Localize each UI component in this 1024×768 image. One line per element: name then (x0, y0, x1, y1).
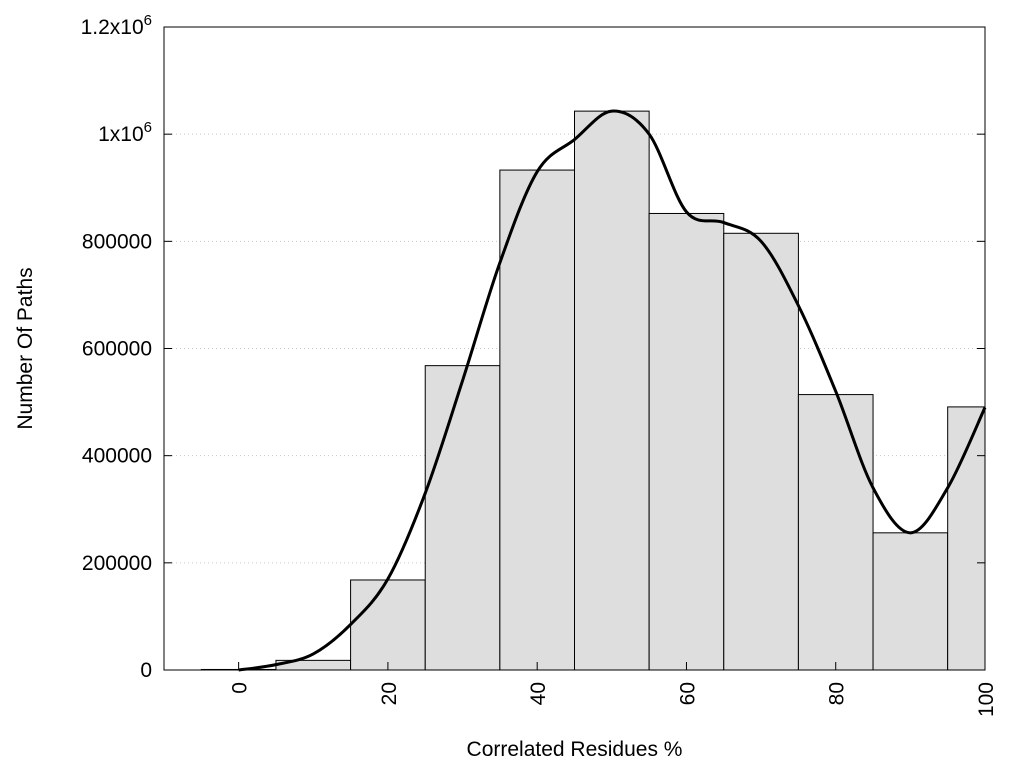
histogram-bar (648, 212, 725, 671)
x-axis-title: Correlated Residues % (467, 738, 683, 761)
y-tick-label: 600000 (82, 338, 152, 361)
x-tick-label: 40 (527, 682, 550, 705)
x-tick-label: 60 (676, 682, 699, 705)
y-axis-ticks: 0 200000 400000 600000 800000 1x106 1.2x106 (81, 12, 985, 682)
y-tick-label: 1x106 (98, 119, 152, 146)
histogram-bar (797, 394, 874, 671)
y-tick-label: 0 (140, 659, 152, 682)
y-tick-label: 200000 (82, 552, 152, 575)
histogram-bar (872, 532, 949, 671)
y-tick-label: 400000 (82, 445, 152, 468)
x-tick-label: 80 (826, 682, 849, 705)
curve-layer (238, 109, 987, 672)
histogram-bar (723, 232, 799, 671)
bars-layer (200, 110, 986, 671)
histogram-bar (499, 169, 576, 671)
y-tick-label: 1.2x106 (81, 12, 152, 39)
x-tick-label: 100 (975, 682, 998, 717)
histogram-bar (574, 110, 650, 671)
density-curve (238, 109, 987, 672)
x-axis-ticks: 0 20 40 60 80 100 (229, 662, 998, 717)
histogram-bar (424, 365, 501, 671)
y-tick-label: 800000 (82, 230, 152, 253)
y-axis-title: Number Of Paths (14, 267, 37, 429)
x-tick-label: 20 (378, 682, 401, 705)
x-tick-label: 0 (229, 682, 252, 694)
histogram-bar (350, 579, 426, 671)
